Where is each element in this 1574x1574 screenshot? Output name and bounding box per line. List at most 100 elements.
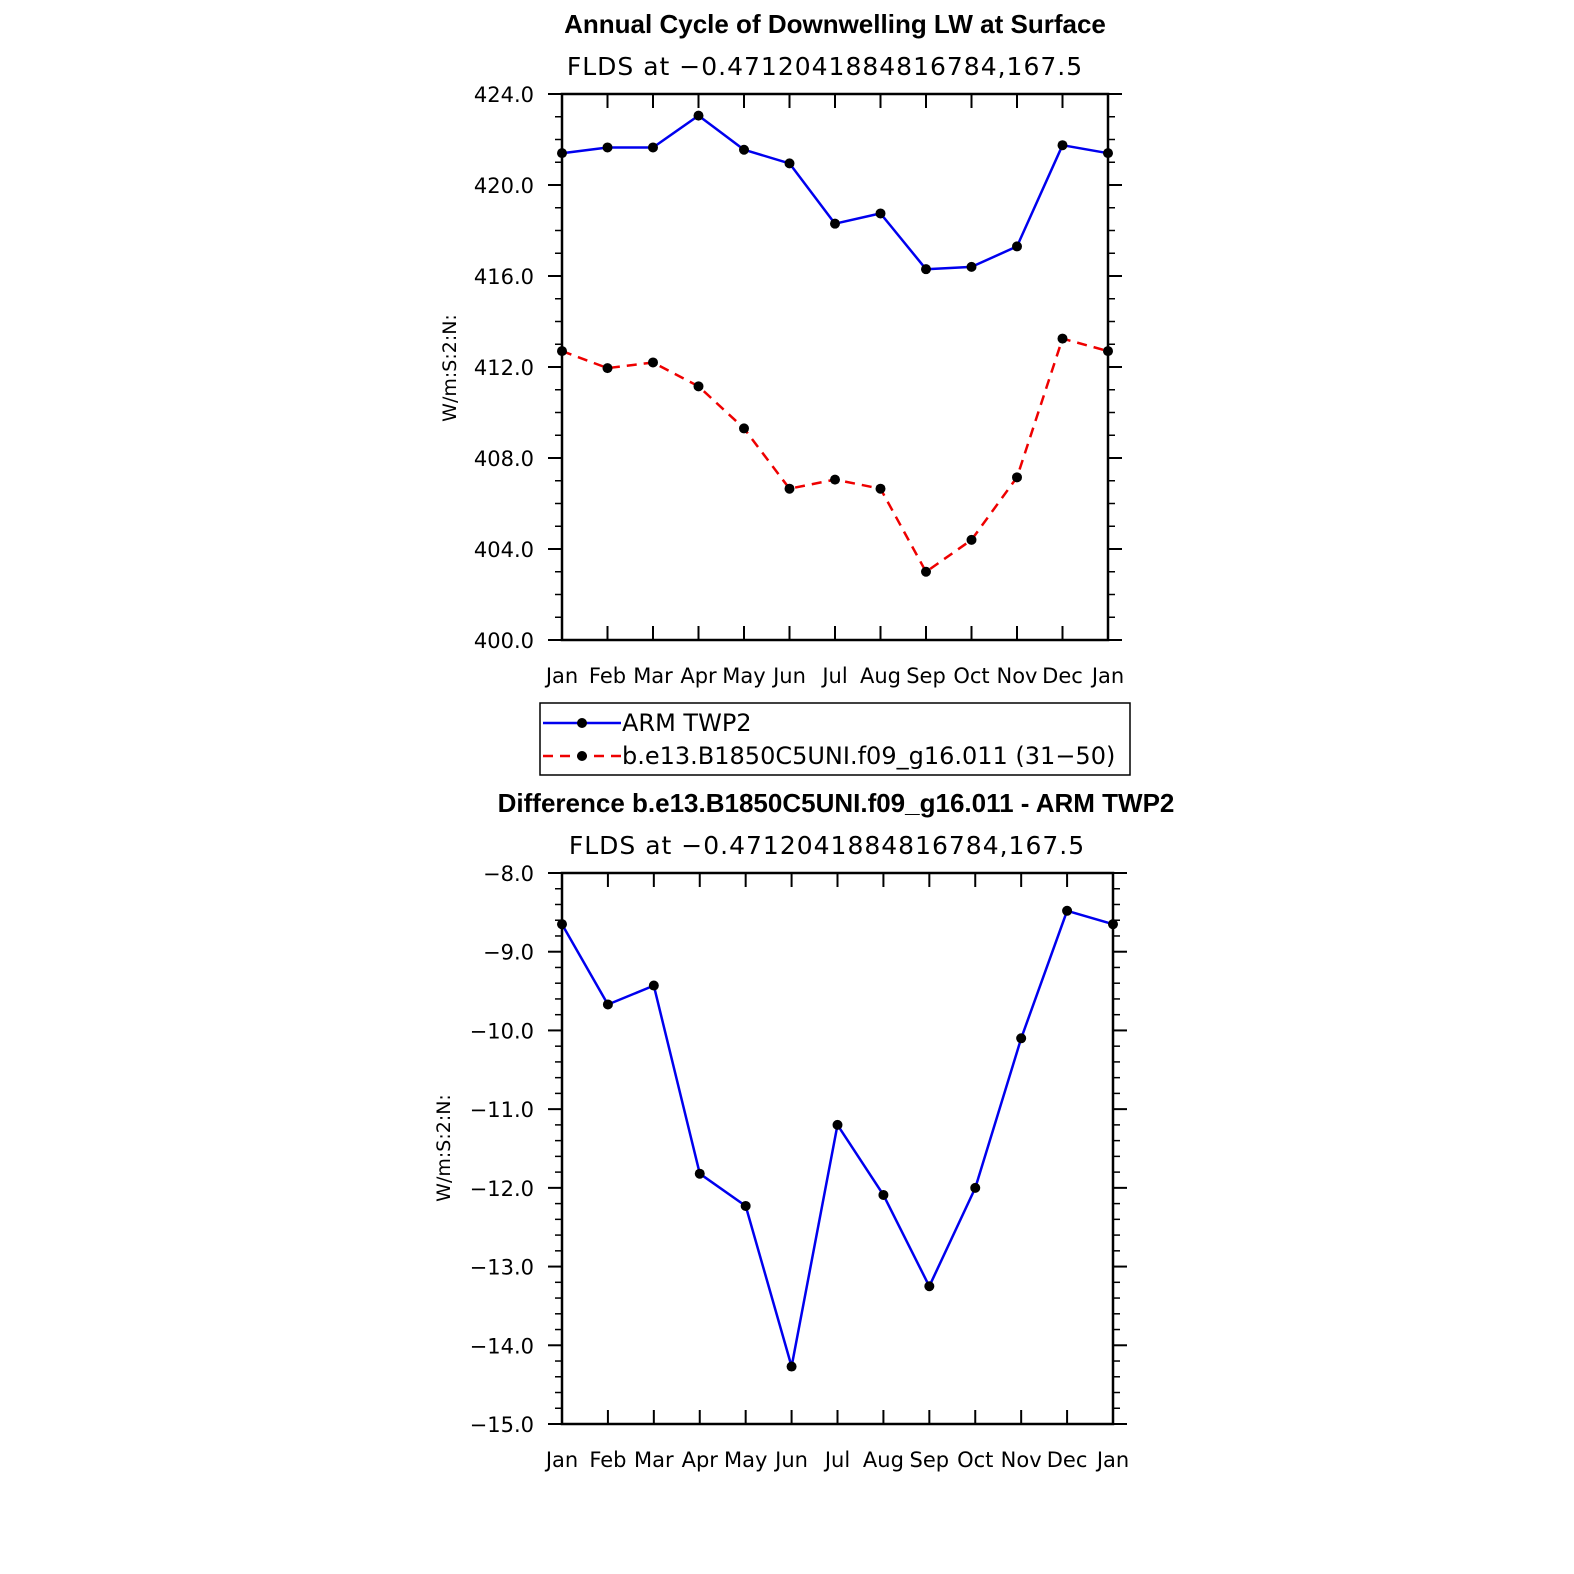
x-tick-label: Feb [589,664,626,688]
panel-title: Annual Cycle of Downwelling LW at Surfac… [564,9,1106,39]
y-tick-label: 424.0 [474,83,534,107]
legend-entry-model: b.e13.B1850C5UNI.f09_g16.011 (31−50) [622,742,1115,770]
y-tick-label: −10.0 [470,1019,534,1043]
y-tick-label: −8.0 [483,862,534,886]
y-tick-label: 416.0 [474,265,534,289]
y-axis-label: W/m:S:2:N: [433,1094,455,1202]
data-point [602,142,613,153]
panel-title: Difference b.e13.B1850C5UNI.f09_g16.011 … [498,788,1175,818]
x-tick-label: Dec [1047,1448,1088,1472]
x-tick-label: Jul [820,664,847,688]
x-tick-label: Nov [1001,1448,1042,1472]
x-tick-label: May [722,664,765,688]
data-point [648,142,658,153]
y-tick-label: 420.0 [474,174,534,198]
y-tick-label: −13.0 [470,1256,534,1280]
legend-entry-arm: ARM TWP2 [622,709,752,737]
x-tick-label: Jun [771,664,806,688]
data-point [1103,148,1113,159]
data-point [786,1361,797,1372]
x-tick-label: Nov [997,664,1038,688]
data-point [966,261,977,272]
x-tick-label: Feb [589,1448,626,1472]
x-tick-label: Oct [953,664,989,688]
annual-cycle-panel: Annual Cycle of Downwelling LW at Surfac… [439,9,1124,688]
data-point [648,357,658,368]
data-point [970,1182,981,1193]
difference-panel: Difference b.e13.B1850C5UNI.f09_g16.011 … [433,788,1174,1472]
y-tick-label: −11.0 [470,1098,534,1122]
x-tick-label: Dec [1042,664,1083,688]
data-point [557,919,567,930]
data-point [1108,919,1118,930]
data-point [739,144,749,155]
data-point [966,534,977,545]
series-group [557,905,1118,1372]
x-tick-label: Aug [863,1448,904,1472]
series-line-1 [561,337,1109,574]
data-point [784,158,795,169]
x-tick-label: Jul [823,1448,850,1472]
data-point [693,110,704,121]
data-point [740,1200,751,1211]
data-point [739,423,749,434]
legend-marker-arm [577,718,587,728]
series-line-0 [561,114,1109,271]
y-tick-label: −14.0 [470,1334,534,1358]
x-tick-label: Jan [544,1448,578,1472]
plot-frame: Jan Feb Mar Apr May Jun Jul Aug Sep Oct Nov Dec Jan 4… [474,83,1124,688]
data-point [1103,346,1113,357]
data-point [875,208,886,219]
y-tick-label: 400.0 [474,629,534,653]
data-point [832,1119,843,1130]
data-point [924,1281,935,1292]
data-point [602,999,613,1010]
legend: ARM TWP2 b.e13.B1850C5UNI.f09_g16.011 (3… [539,702,1131,776]
x-tick-label: Jan [544,664,578,688]
x-tick-label: Oct [957,1448,993,1472]
data-point [1057,333,1068,344]
legend-box [539,702,1131,776]
data-point [830,218,840,229]
data-point [921,566,931,577]
x-tick-label: Jan [1095,1448,1129,1472]
data-point [1012,472,1022,483]
data-point [1016,1033,1027,1044]
data-point [830,474,840,485]
x-tick-label: Sep [910,1448,950,1472]
data-point [693,381,704,392]
data-point [784,483,795,494]
data-point [1057,140,1068,151]
x-tick-label: Sep [906,664,946,688]
series-line-0 [560,909,1114,1368]
data-point [602,363,613,374]
x-tick-label: Mar [633,664,673,688]
x-tick-label: Jan [1090,664,1124,688]
y-tick-label: −9.0 [483,941,534,965]
plot-border [560,871,1115,1426]
y-tick-label: −12.0 [470,1177,534,1201]
x-tick-label: Apr [682,1448,719,1472]
x-tick-label: Mar [634,1448,674,1472]
y-axis-label: W/m:S:2:N: [439,314,461,422]
data-point [878,1189,889,1200]
y-tick-label: 408.0 [474,447,534,471]
x-tick-label: Apr [680,664,717,688]
legend-marker-model [577,751,587,761]
data-point [921,264,931,275]
y-tick-label: 404.0 [474,538,534,562]
data-point [557,148,567,159]
data-point [557,346,567,357]
plot-border [560,92,1110,642]
plot-frame: Jan Feb Mar Apr May Jun Jul Aug Sep Oct Nov Dec Jan−… [470,862,1130,1472]
data-point [1012,241,1022,252]
y-tick-label: 412.0 [474,356,534,380]
data-point [648,980,659,991]
data-point [875,483,886,494]
data-point [1062,905,1073,916]
data-point [694,1168,705,1179]
x-tick-label: Aug [860,664,901,688]
series-group [557,110,1113,577]
y-tick-label: −15.0 [470,1413,534,1437]
